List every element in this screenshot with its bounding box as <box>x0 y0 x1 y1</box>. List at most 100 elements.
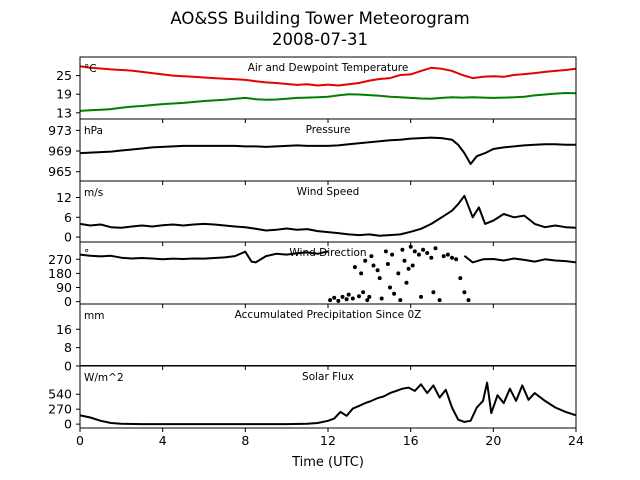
wind-direction-point <box>344 297 349 302</box>
wind-direction-point <box>462 290 467 295</box>
y-tick-label: 270 <box>48 252 72 267</box>
wind-direction-point <box>410 263 415 268</box>
wind-direction-point <box>412 249 417 254</box>
plot-area <box>80 244 576 303</box>
wind-direction-point <box>429 255 434 260</box>
panel-title: Wind Speed <box>297 186 360 198</box>
series-line-pressure-0 <box>80 136 576 165</box>
y-tick-label: 969 <box>48 144 72 159</box>
wind-direction-point <box>385 262 390 266</box>
wind-direction-point <box>408 244 413 249</box>
y-tick-label: 0 <box>64 417 72 432</box>
y-tick-label: 90 <box>56 280 72 295</box>
wind-direction-point <box>332 295 337 300</box>
wind-direction-point <box>396 271 401 276</box>
wind-direction-point <box>466 298 471 303</box>
plot-area <box>80 136 576 165</box>
wind-direction-point <box>392 291 397 296</box>
panel-temperature: 13 19 25 °C Air and Dewpoint Temperature <box>56 56 577 123</box>
wind-direction-point <box>388 285 392 290</box>
y-tick-label: 8 <box>64 340 72 355</box>
wind-direction-point <box>346 292 351 297</box>
y-tick-label: 12 <box>56 190 72 205</box>
wind-direction-point <box>400 247 405 252</box>
wind-direction-point <box>398 298 403 303</box>
wind-direction-point <box>458 276 463 281</box>
x-tick-label: 8 <box>241 433 249 448</box>
wind-direction-point <box>359 271 364 276</box>
wind-direction-point <box>450 255 454 260</box>
panel-unit-label: mm <box>84 310 104 322</box>
y-tick-label: 6 <box>64 210 72 225</box>
plot-area <box>80 65 576 112</box>
x-tick-label: 20 <box>485 433 501 448</box>
wind-direction-point <box>454 257 459 262</box>
x-axis-label: Time (UTC) <box>291 455 364 470</box>
wind-direction-point <box>357 294 361 299</box>
panel-title: Solar Flux <box>302 371 354 383</box>
wind-direction-point <box>419 294 423 299</box>
plot-area <box>80 381 576 426</box>
panel-unit-label: °C <box>84 63 97 75</box>
wind-direction-point <box>379 296 384 301</box>
panel-precipitation: 0 8 16 mm Accumulated Precipitation Since 0Z <box>56 303 577 374</box>
panel-title: Air and Dewpoint Temperature <box>248 62 409 74</box>
wind-direction-point <box>336 298 341 303</box>
y-tick-label: 0 <box>64 359 72 374</box>
y-tick-label: 13 <box>56 105 72 120</box>
panel-unit-label: W/m^2 <box>84 372 124 384</box>
wind-direction-point <box>363 258 368 263</box>
wind-direction-point <box>421 247 426 252</box>
panel-title: Accumulated Precipitation Since 0Z <box>235 309 422 321</box>
y-tick-label: 25 <box>56 68 72 83</box>
panel-pressure: 965 969 973 hPa Pressure <box>48 118 577 185</box>
x-axis: 0 4 8 12 16 20 24 <box>76 433 584 448</box>
wind-direction-point <box>404 280 409 285</box>
wind-direction-point <box>383 249 388 254</box>
wind-direction-point <box>365 298 370 303</box>
wind-direction-point <box>390 252 395 257</box>
y-tick-label: 16 <box>56 322 72 337</box>
x-tick-label: 4 <box>159 433 167 448</box>
wind-direction-point <box>445 252 450 257</box>
wind-direction-point <box>402 258 407 263</box>
y-tick-label: 965 <box>48 164 72 179</box>
wind-direction-point <box>367 294 372 299</box>
panel-title: Wind Direction <box>289 247 366 259</box>
wind-direction-point <box>361 290 366 295</box>
y-tick-label: 540 <box>48 387 72 402</box>
wind-direction-point <box>377 276 382 281</box>
wind-direction-point <box>352 265 357 270</box>
x-tick-label: 0 <box>76 433 84 448</box>
y-tick-label: 270 <box>48 402 72 417</box>
series-line-wind-speed-0 <box>80 194 576 237</box>
y-tick-label: 0 <box>64 230 72 245</box>
wind-direction-point <box>340 294 345 299</box>
panel-title: Pressure <box>306 124 351 136</box>
wind-direction-point <box>437 298 442 303</box>
wind-direction-point <box>328 298 333 303</box>
panel-unit-label: hPa <box>84 125 103 137</box>
wind-direction-point <box>375 268 380 273</box>
wind-direction-point <box>406 266 411 271</box>
series-line-temperature-0 <box>80 65 576 87</box>
chart-subtitle: 2008-07-31 <box>272 30 368 49</box>
panel-unit-label: ° <box>84 248 89 260</box>
y-tick-label: 973 <box>48 123 72 138</box>
series-line-temperature-1 <box>80 92 576 112</box>
wind-direction-point <box>416 252 421 257</box>
series-line-solar-0 <box>80 381 576 426</box>
wind-direction-point <box>431 290 436 295</box>
panel-unit-label: m/s <box>84 187 103 199</box>
series-line-wind-direction-0 <box>80 250 329 264</box>
wind-direction-point <box>425 251 430 255</box>
chart-title: AO&SS Building Tower Meteorogram <box>170 9 469 28</box>
y-tick-label: 0 <box>64 294 72 309</box>
x-tick-label: 16 <box>403 433 419 448</box>
wind-direction-point <box>441 254 446 259</box>
series-line-wind-direction-1 <box>463 255 576 264</box>
